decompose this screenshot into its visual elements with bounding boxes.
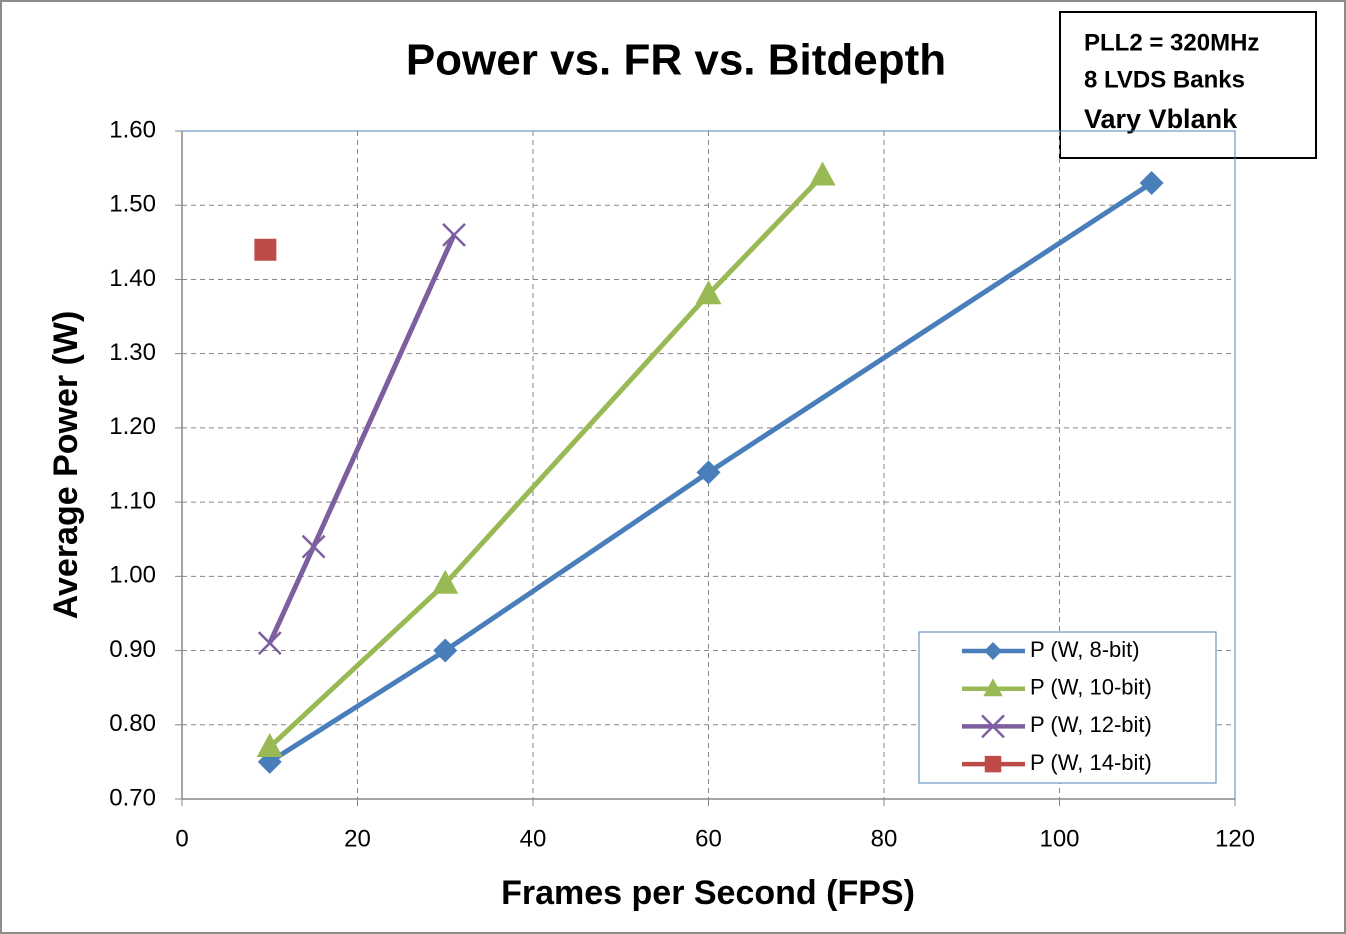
y-tick-label: 1.20 [109, 413, 156, 440]
x-axis-label: Frames per Second (FPS) [501, 874, 915, 912]
y-tick-label: 1.00 [109, 562, 156, 589]
annotation: Vary Vblank [1084, 104, 1238, 134]
legend-label: P (W, 10-bit) [1030, 675, 1152, 700]
legend-label: P (W, 14-bit) [1030, 750, 1152, 775]
series-line [268, 173, 825, 749]
marker [254, 238, 277, 261]
x-tick-label: 0 [175, 825, 188, 852]
y-tick-label: 1.50 [109, 191, 156, 218]
x-tick-label: 120 [1215, 825, 1255, 852]
x-tick-label: 100 [1039, 825, 1079, 852]
marker [809, 161, 836, 186]
y-tick-label: 0.70 [109, 784, 156, 811]
marker [1139, 170, 1164, 195]
y-tick-label: 1.40 [109, 265, 156, 292]
legend-marker [983, 678, 1003, 697]
marker [257, 631, 282, 656]
legend-marker [984, 755, 1002, 773]
y-tick-label: 0.80 [109, 710, 156, 737]
x-tick-label: 40 [520, 825, 547, 852]
x-tick-label: 80 [871, 825, 898, 852]
series-line [268, 180, 1154, 765]
legend-label: P (W, 12-bit) [1030, 712, 1152, 737]
marker [433, 638, 458, 663]
annotation: PLL2 = 320MHz [1084, 29, 1259, 56]
y-tick-label: 0.90 [109, 636, 156, 663]
marker [695, 280, 722, 305]
x-tick-label: 20 [344, 825, 371, 852]
marker [432, 569, 459, 594]
y-tick-label: 1.30 [109, 339, 156, 366]
annotation-box [1059, 11, 1317, 159]
y-tick-label: 1.60 [109, 116, 156, 143]
chart-title: Power vs. FR vs. Bitdepth [406, 36, 946, 85]
marker [301, 534, 326, 559]
marker [696, 460, 721, 485]
legend-box [918, 631, 1217, 784]
marker [256, 733, 283, 758]
y-tick-label: 1.10 [109, 487, 156, 514]
x-tick-label: 60 [695, 825, 722, 852]
annotation: 8 LVDS Banks [1084, 66, 1245, 93]
y-axis-label: Average Power (W) [47, 311, 85, 620]
legend-marker [984, 642, 1002, 660]
legend-marker [981, 714, 1005, 739]
marker [442, 223, 466, 247]
legend-label: P (W, 8-bit) [1030, 637, 1140, 662]
